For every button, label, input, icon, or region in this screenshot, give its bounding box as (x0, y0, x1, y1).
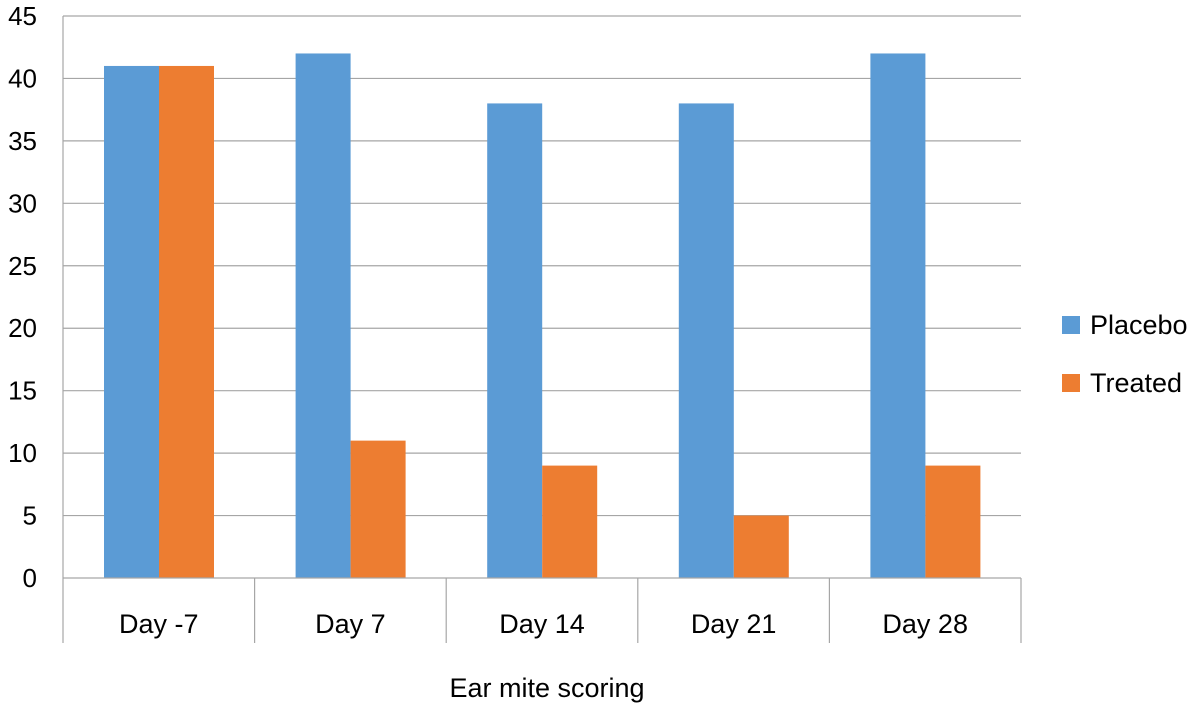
x-tick-label: Day 14 (499, 609, 585, 639)
bars (104, 53, 981, 578)
x-tick-labels: Day -7 Day 7 Day 14 Day 21 Day 28 (119, 609, 968, 639)
x-tick-label: Day 7 (315, 609, 386, 639)
bar-placebo-1 (295, 53, 351, 578)
x-tick-label: Day 28 (882, 609, 968, 639)
bar-treated-2 (542, 465, 598, 578)
bar-treated-0 (159, 65, 214, 578)
y-tick-label: 0 (23, 563, 37, 593)
x-axis-title: Ear mite scoring (449, 673, 644, 703)
y-tick-label: 35 (8, 126, 37, 156)
bar-treated-4 (925, 465, 981, 578)
y-tick-labels: 0 5 10 15 20 25 30 35 40 45 (8, 1, 37, 593)
legend-swatch-placebo (1062, 316, 1080, 334)
bar-placebo-0 (104, 65, 159, 578)
legend-item-treated: Treated (1062, 363, 1188, 403)
legend: Placebo Treated (1062, 305, 1188, 421)
bar-placebo-3 (678, 103, 734, 578)
y-tick-label: 40 (8, 63, 37, 93)
axes (62, 16, 1022, 643)
legend-label-treated: Treated (1090, 367, 1183, 398)
x-tick-label: Day -7 (119, 609, 199, 639)
bar-placebo-4 (870, 53, 926, 578)
y-tick-label: 5 (23, 501, 37, 531)
legend-item-placebo: Placebo (1062, 305, 1188, 345)
y-tick-label: 20 (8, 313, 37, 343)
x-tick-label: Day 21 (691, 609, 777, 639)
y-tick-label: 15 (8, 376, 37, 406)
legend-swatch-treated (1062, 374, 1080, 392)
bar-placebo-2 (487, 103, 543, 578)
legend-label-placebo: Placebo (1090, 309, 1188, 340)
y-tick-label: 10 (8, 438, 37, 468)
bar-treated-1 (350, 440, 406, 578)
y-tick-label: 25 (8, 251, 37, 281)
y-tick-label: 45 (8, 1, 37, 31)
y-tick-label: 30 (8, 188, 37, 218)
bar-treated-3 (733, 515, 789, 578)
